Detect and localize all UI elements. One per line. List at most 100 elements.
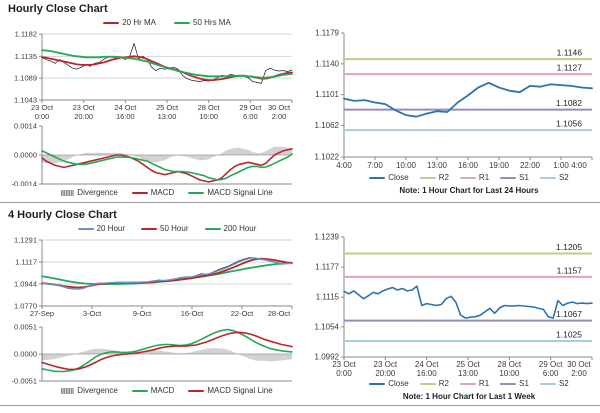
- svg-text:22:00: 22:00: [520, 161, 541, 170]
- legend-label-close: Close: [388, 173, 409, 182]
- close-swatch-icon: [369, 382, 386, 385]
- four-hourly-price-legend: 20 Hour 50 Hour 200 Hour: [42, 224, 292, 233]
- svg-text:28 Oct: 28 Oct: [198, 103, 221, 112]
- hourly-macd-legend: Divergence MACD MACD Signal Line: [42, 188, 292, 197]
- legend-label-20-hour: 20 Hour: [96, 224, 126, 233]
- svg-text:13:00: 13:00: [158, 112, 177, 121]
- svg-text:13:00: 13:00: [458, 369, 479, 378]
- svg-text:2:00: 2:00: [272, 112, 287, 121]
- legend-label-s1: S1: [519, 379, 529, 388]
- svg-text:13:00: 13:00: [427, 161, 448, 170]
- divergence-swatch-icon: [61, 189, 75, 196]
- legend-label-macd-signal-line: MACD Signal Line: [207, 386, 273, 395]
- legend-item-20-hr-ma: 20 Hr MA: [103, 18, 156, 27]
- svg-text:1.1115: 1.1115: [316, 293, 340, 302]
- svg-text:30 Oct: 30 Oct: [567, 360, 591, 369]
- svg-text:16-Oct: 16-Oct: [181, 309, 204, 318]
- svg-text:6:00: 6:00: [543, 369, 559, 378]
- svg-text:10:00: 10:00: [199, 112, 218, 121]
- legend-item-20-hour: 20 Hour: [77, 224, 126, 233]
- svg-text:0.0051: 0.0051: [14, 324, 37, 332]
- svg-text:28 Oct: 28 Oct: [498, 360, 522, 369]
- svg-text:30 Oct: 30 Oct: [268, 103, 291, 112]
- svg-text:16:00: 16:00: [417, 369, 438, 378]
- svg-text:1.1022: 1.1022: [315, 153, 340, 162]
- macd-swatch-icon: [131, 389, 148, 392]
- legend-item-200-hour: 200 Hour: [204, 224, 256, 233]
- hourly-sr-note: Note: 1 Hour Chart for Last 24 Hours: [399, 186, 539, 195]
- svg-text:1.0992: 1.0992: [315, 353, 340, 362]
- svg-text:1.1135: 1.1135: [15, 52, 37, 61]
- four-hourly-macd-plot: 0.0051 0.0000 -0.0051: [12, 324, 293, 385]
- section-divider-top: [0, 202, 600, 203]
- r1-swatch-icon: [459, 382, 476, 385]
- legend-item-divergence: Divergence: [61, 188, 118, 197]
- legend-label-close: Close: [388, 379, 409, 388]
- svg-text:1.1179: 1.1179: [315, 29, 339, 38]
- 20-hr-ma-swatch-icon: [103, 21, 120, 24]
- legend-item-r2: R2: [419, 379, 449, 388]
- svg-text:10:00: 10:00: [396, 161, 417, 170]
- legend-item-s2: S2: [539, 379, 569, 388]
- svg-text:1.1043: 1.1043: [14, 96, 37, 105]
- legend-item-r1: R1: [459, 379, 489, 388]
- r2-swatch-icon: [419, 382, 436, 385]
- svg-text:-0.0051: -0.0051: [12, 377, 37, 385]
- hourly-sr-legend: Close R2 R1 S1 S2: [344, 173, 594, 182]
- legend-label-divergence: Divergence: [77, 386, 118, 395]
- macd-swatch-icon: [131, 191, 148, 194]
- weekly-sr-note: Note: 1 Hour Chart for Last 1 Week: [402, 392, 536, 401]
- s1-swatch-icon: [500, 176, 517, 179]
- svg-text:1.1067: 1.1067: [556, 309, 582, 319]
- hourly-chart-title: Hourly Close Chart: [8, 3, 108, 15]
- svg-text:29 Oct: 29 Oct: [539, 360, 563, 369]
- legend-item-macd: MACD: [131, 188, 175, 197]
- 200-hour-swatch-icon: [204, 227, 221, 230]
- svg-text:1.1146: 1.1146: [557, 48, 583, 58]
- svg-text:1.1082: 1.1082: [556, 98, 582, 108]
- legend-item-50-hrs-ma: 50 Hrs MA: [174, 18, 231, 27]
- 20-hour-swatch-icon: [77, 227, 94, 230]
- svg-text:24 Oct: 24 Oct: [114, 103, 137, 112]
- svg-text:0.0014: 0.0014: [14, 122, 37, 131]
- legend-label-50-hrs-ma: 50 Hrs MA: [193, 18, 231, 27]
- svg-text:25 Oct: 25 Oct: [156, 103, 179, 112]
- svg-text:3-Oct: 3-Oct: [83, 309, 102, 318]
- divergence-swatch-icon: [61, 387, 75, 394]
- legend-label-s2: S2: [558, 173, 569, 182]
- svg-text:1.1291: 1.1291: [14, 236, 37, 245]
- legend-item-50-hour: 50 Hour: [141, 224, 189, 233]
- legend-label-macd: MACD: [150, 188, 175, 197]
- legend-item-r1: R1: [459, 173, 489, 182]
- svg-text:16:00: 16:00: [458, 161, 479, 170]
- s2-swatch-icon: [539, 382, 556, 385]
- 50-hour-swatch-icon: [141, 227, 158, 230]
- macd-signal-line-swatch-icon: [188, 191, 205, 194]
- s1-swatch-icon: [500, 382, 517, 385]
- svg-text:4:00: 4:00: [336, 161, 352, 170]
- legend-label-macd-signal-line: MACD Signal Line: [207, 188, 273, 197]
- svg-text:1.1062: 1.1062: [315, 121, 340, 130]
- legend-item-macd: MACD: [131, 386, 174, 395]
- four-hourly-chart-title: 4 Hourly Close Chart: [8, 209, 117, 221]
- svg-text:1:00: 1:00: [553, 161, 569, 170]
- svg-text:29 Oct: 29 Oct: [239, 103, 262, 112]
- svg-text:1.1054: 1.1054: [315, 322, 340, 331]
- svg-text:1.1239: 1.1239: [315, 233, 340, 242]
- svg-text:20:00: 20:00: [74, 112, 93, 121]
- svg-text:20:00: 20:00: [375, 369, 396, 378]
- legend-item-close: Close: [369, 379, 409, 388]
- s2-swatch-icon: [539, 176, 556, 179]
- legend-label-50-hour: 50 Hour: [160, 224, 189, 233]
- weekly-sr-legend: Close R2 R1 S1 S2: [344, 379, 594, 388]
- legend-item-divergence: Divergence: [61, 386, 118, 395]
- macd-signal-line-swatch-icon: [188, 389, 205, 392]
- svg-text:1.1089: 1.1089: [14, 74, 37, 83]
- svg-text:1.1182: 1.1182: [15, 30, 37, 39]
- legend-label-divergence: Divergence: [77, 188, 118, 197]
